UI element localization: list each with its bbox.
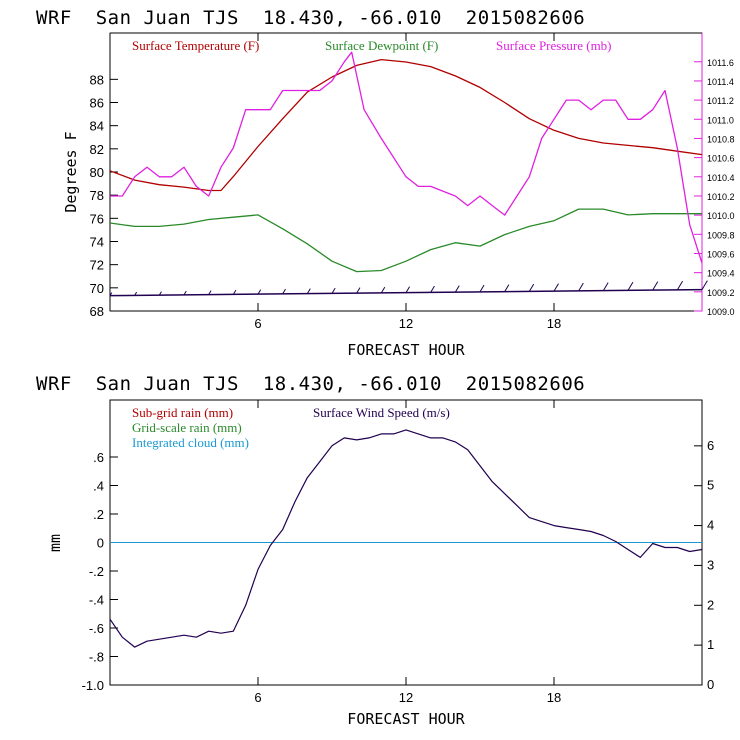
top-panel-title: WRF San Juan TJS 18.430, -66.010 2015082… xyxy=(36,7,585,29)
surface-dewpoint-line xyxy=(109,208,702,273)
y2-tick-label: 1011.4 xyxy=(707,77,734,87)
legend-surface-pressure: Surface Pressure (mb) xyxy=(496,38,612,53)
y2-tick-label: 1011.0 xyxy=(707,115,734,125)
top-plot-frame xyxy=(109,32,703,312)
y-tick-label: 68 xyxy=(90,304,104,319)
legend-subgrid-rain: Sub-grid rain (mm) xyxy=(132,405,233,420)
y2-tick-label: 1011.6 xyxy=(707,58,734,68)
legend-integrated-cloud: Integrated cloud (mm) xyxy=(132,435,249,450)
wind-barb xyxy=(602,282,609,291)
y2-tick-label: 4 xyxy=(707,518,714,533)
y-tick-label: .4 xyxy=(93,479,104,494)
wind-barb xyxy=(380,286,386,294)
y-tick-label: -.6 xyxy=(89,621,104,636)
wind-barb xyxy=(676,280,684,291)
wind-barb xyxy=(257,289,262,295)
y-tick-label: 86 xyxy=(90,96,104,111)
bottom-panel-title: WRF San Juan TJS 18.430, -66.010 2015082… xyxy=(36,373,585,395)
y2-tick-label: 1010.8 xyxy=(707,134,735,144)
x-tick-label: 6 xyxy=(254,316,261,331)
y2-tick-label: 1010.4 xyxy=(707,173,735,183)
x-tick-label: 18 xyxy=(547,690,561,705)
bottom-series-group xyxy=(109,429,703,648)
y2-tick-label: 5 xyxy=(707,478,714,493)
y2-tick-label: 1010.6 xyxy=(707,154,735,164)
wind-barb xyxy=(232,289,237,295)
wind-barb xyxy=(627,281,634,291)
legend-surface-wind-speed: Surface Wind Speed (m/s) xyxy=(313,405,450,420)
y-tick-label: -.2 xyxy=(89,564,104,579)
y2-tick-label: 1010.2 xyxy=(707,192,735,202)
wind-barb xyxy=(109,292,113,296)
wind-barb xyxy=(356,287,361,294)
y-tick-label: 74 xyxy=(90,235,104,250)
top-series-group xyxy=(109,51,708,297)
wind-barb xyxy=(701,280,708,290)
wind-barb xyxy=(183,290,187,296)
y-tick-label: 78 xyxy=(90,188,104,203)
y-tick-label: 80 xyxy=(90,165,104,180)
top-axis-ticks: 6 12 18 68 70 72 74 76 78 80 82 84 86 88 1009.0 1009.2 1… xyxy=(90,33,735,331)
x-tick-label: 18 xyxy=(547,316,561,331)
y-tick-label: -1.0 xyxy=(82,678,104,693)
y-tick-label: .2 xyxy=(93,507,104,522)
y-tick-label: 76 xyxy=(90,211,104,226)
wind-barb xyxy=(331,287,336,294)
y-tick-label: 0 xyxy=(97,536,104,551)
x-tick-label: 6 xyxy=(254,690,261,705)
wind-barb xyxy=(306,288,311,294)
bottom-panel: WRF San Juan TJS 18.430, -66.010 2015082… xyxy=(36,373,714,728)
y2-tick-label: 1011.2 xyxy=(707,96,734,106)
wind-barb xyxy=(578,282,584,292)
wind-barb xyxy=(134,291,138,296)
y2-tick-label: 0 xyxy=(707,677,714,692)
y2-tick-label: 1009.8 xyxy=(707,230,735,240)
y-tick-label: -.4 xyxy=(89,593,104,608)
y2-tick-label: 1 xyxy=(707,637,714,652)
y2-tick-label: 1010.0 xyxy=(707,211,735,221)
y-tick-label: -.8 xyxy=(89,650,104,665)
y2-tick-label: 1009.0 xyxy=(707,307,735,317)
y-tick-label: 88 xyxy=(90,72,104,87)
y2-tick-label: 3 xyxy=(707,557,714,572)
bottom-y-axis-label: mm xyxy=(46,534,64,552)
wind-barb xyxy=(504,284,510,292)
y-tick-label: .6 xyxy=(93,450,104,465)
y2-tick-label: 1009.4 xyxy=(707,269,735,279)
bottom-x-axis-label: FORECAST HOUR xyxy=(347,710,465,728)
wind-barb xyxy=(553,283,559,292)
wind-barb xyxy=(430,285,435,293)
surface-pressure-line xyxy=(110,51,703,264)
legend-gridscale-rain: Grid-scale rain (mm) xyxy=(132,420,242,435)
legend-surface-dewpoint: Surface Dewpoint (F) xyxy=(325,38,438,53)
x-tick-label: 12 xyxy=(399,316,413,331)
y-tick-label: 70 xyxy=(90,281,104,296)
wind-barb xyxy=(454,285,460,293)
y2-tick-label: 1009.2 xyxy=(707,288,735,298)
y2-tick-label: 2 xyxy=(707,597,714,612)
wind-barb xyxy=(528,283,535,292)
wind-barbs xyxy=(109,280,708,297)
wind-barb xyxy=(405,286,411,293)
wind-barb xyxy=(208,290,212,295)
y-tick-label: 82 xyxy=(90,142,104,157)
y-tick-label: 84 xyxy=(90,119,104,134)
x-tick-label: 12 xyxy=(399,690,413,705)
y2-tick-label: 1009.6 xyxy=(707,249,735,259)
top-panel: WRF San Juan TJS 18.430, -66.010 2015082… xyxy=(36,7,735,359)
y2-tick-label: 6 xyxy=(707,438,714,453)
wind-barb xyxy=(158,291,162,296)
wind-barb xyxy=(652,281,659,291)
wind-barb xyxy=(479,284,485,293)
surface-temperature-line xyxy=(109,58,703,192)
y-tick-label: 72 xyxy=(90,258,104,273)
top-y-axis-label: Degrees F xyxy=(62,131,80,212)
surface-wind-speed-line xyxy=(109,429,703,648)
top-x-axis-label: FORECAST HOUR xyxy=(347,341,465,359)
legend-surface-temperature: Surface Temperature (F) xyxy=(132,38,259,53)
wind-barb xyxy=(282,288,286,295)
